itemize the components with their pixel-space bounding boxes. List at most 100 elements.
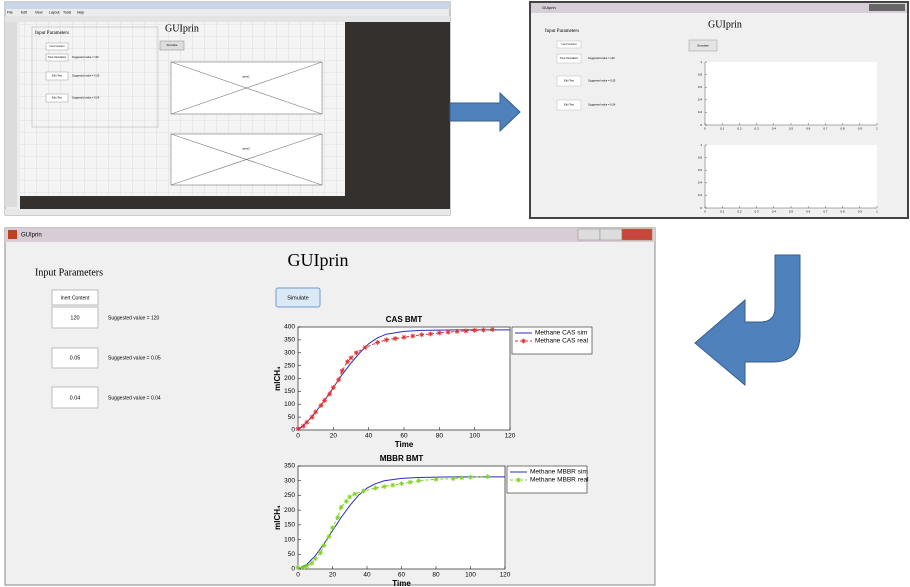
y-axis-label: mlCH₄ bbox=[273, 505, 282, 530]
x-tick-label: 80 bbox=[432, 572, 440, 579]
data-point bbox=[390, 483, 395, 488]
menu-item[interactable]: Help bbox=[77, 10, 84, 14]
page: File Edit View LayoutTools Help GUIprin Input … bbox=[0, 0, 910, 587]
input-value: 120 bbox=[70, 315, 79, 321]
data-point bbox=[363, 345, 368, 350]
menu-item[interactable]: Edit bbox=[21, 10, 27, 14]
chart-title: CAS BMT bbox=[386, 315, 423, 324]
field-label: Inert Content bbox=[562, 42, 577, 46]
x-tick-label: 120 bbox=[505, 433, 516, 440]
heading: GUIprin bbox=[708, 19, 742, 30]
data-point bbox=[344, 499, 349, 504]
data-point bbox=[296, 565, 301, 570]
menu-item[interactable]: File bbox=[7, 10, 13, 14]
y-tick-label: 250 bbox=[284, 362, 295, 369]
component-palette[interactable] bbox=[5, 22, 17, 207]
x-tick-label: 0.3 bbox=[755, 209, 760, 213]
x-tick-label: 0.8 bbox=[841, 126, 846, 130]
y-tick-label: 200 bbox=[284, 507, 295, 514]
data-point bbox=[321, 543, 326, 548]
x-tick-label: 0.9 bbox=[858, 126, 863, 130]
axes-tag: axes1 bbox=[242, 75, 250, 79]
y-tick-label: 0 bbox=[291, 566, 295, 573]
suggestion: Suggested value = 120 bbox=[72, 55, 99, 59]
data-point bbox=[428, 331, 433, 336]
y-tick-label: 50 bbox=[288, 414, 296, 421]
data-point bbox=[472, 328, 477, 333]
data-point bbox=[313, 409, 318, 414]
field-label: Inert Content bbox=[50, 44, 65, 48]
data-point bbox=[327, 534, 332, 539]
field-label: Inert Content bbox=[61, 295, 91, 301]
data-point bbox=[318, 403, 323, 408]
legend-marker bbox=[516, 478, 521, 483]
y-tick-label: 0.6 bbox=[698, 168, 703, 172]
suggestion: Suggested value = 0.04 bbox=[588, 103, 616, 107]
x-tick-label: 20 bbox=[330, 433, 338, 440]
data-point bbox=[490, 327, 495, 332]
x-tick-label: 0.6 bbox=[806, 126, 811, 130]
maximize-button[interactable] bbox=[600, 229, 622, 240]
data-point bbox=[339, 505, 344, 510]
data-point bbox=[451, 476, 456, 481]
data-point bbox=[375, 340, 380, 345]
x-tick-label: 40 bbox=[365, 433, 373, 440]
y-tick-label: 350 bbox=[284, 463, 295, 470]
axes-tag: axes2 bbox=[242, 147, 250, 151]
data-point bbox=[446, 330, 451, 335]
field-label: Edit Text bbox=[52, 74, 62, 78]
field-label: Time Simulation bbox=[560, 56, 579, 60]
data-point bbox=[304, 564, 309, 569]
panel-label: Input Parameters bbox=[35, 267, 103, 278]
close-button[interactable] bbox=[622, 229, 652, 240]
menu-item[interactable]: View bbox=[35, 10, 43, 14]
data-point bbox=[463, 328, 468, 333]
flow-arrow bbox=[450, 93, 520, 131]
menu-item[interactable]: Tools bbox=[63, 10, 71, 14]
y-tick-label: 200 bbox=[284, 375, 295, 382]
x-axis-label: Time bbox=[392, 579, 411, 587]
x-tick-label: 100 bbox=[469, 433, 480, 440]
suggestion: Suggested value = 0.05 bbox=[72, 74, 100, 78]
legend-label: Methane CAS real bbox=[535, 338, 589, 345]
data-point bbox=[361, 489, 366, 494]
x-tick-label: 0.2 bbox=[737, 126, 742, 130]
legend-marker bbox=[521, 339, 526, 344]
heading: GUIprin bbox=[288, 250, 349, 270]
x-tick-label: 40 bbox=[363, 572, 371, 579]
data-point bbox=[481, 328, 486, 333]
suggestion: Suggested value = 0.04 bbox=[72, 96, 100, 100]
heading: GUIprin bbox=[165, 23, 199, 34]
y-tick-label: 250 bbox=[284, 492, 295, 499]
data-point bbox=[384, 337, 389, 342]
button-label: Simulate bbox=[287, 295, 308, 301]
input-value: 0.05 bbox=[70, 355, 81, 361]
menu-item[interactable]: Layout bbox=[49, 10, 60, 14]
flow-arrow bbox=[695, 255, 800, 385]
y-tick-label: 0 bbox=[291, 427, 295, 434]
y-tick-label: 50 bbox=[288, 551, 296, 558]
data-point bbox=[410, 334, 415, 339]
x-tick-label: 100 bbox=[465, 572, 476, 579]
input-value: 0.04 bbox=[70, 395, 81, 401]
x-tick-label: 0.1 bbox=[720, 209, 725, 213]
y-tick-label: 100 bbox=[284, 536, 295, 543]
data-point bbox=[296, 426, 301, 431]
minimize-button[interactable] bbox=[578, 229, 600, 240]
x-tick-label: 0.8 bbox=[841, 209, 846, 213]
data-point bbox=[340, 368, 345, 373]
x-tick-label: 0 bbox=[296, 433, 300, 440]
legend-label: Methane MBBR real bbox=[530, 477, 589, 484]
data-point bbox=[345, 359, 350, 364]
x-tick-label: 0.3 bbox=[755, 126, 760, 130]
field-label: Edit Text bbox=[564, 79, 574, 83]
x-tick-label: 0.1 bbox=[720, 126, 725, 130]
data-point bbox=[393, 336, 398, 341]
field-label: Time Simulation bbox=[48, 55, 67, 59]
x-tick-label: 0.7 bbox=[823, 209, 828, 213]
data-point bbox=[330, 525, 335, 530]
data-point bbox=[310, 415, 315, 420]
window-title: GUIprin bbox=[542, 5, 556, 10]
button-label: Simulate bbox=[697, 43, 709, 47]
y-axis-label: mlCH₄ bbox=[273, 366, 282, 391]
